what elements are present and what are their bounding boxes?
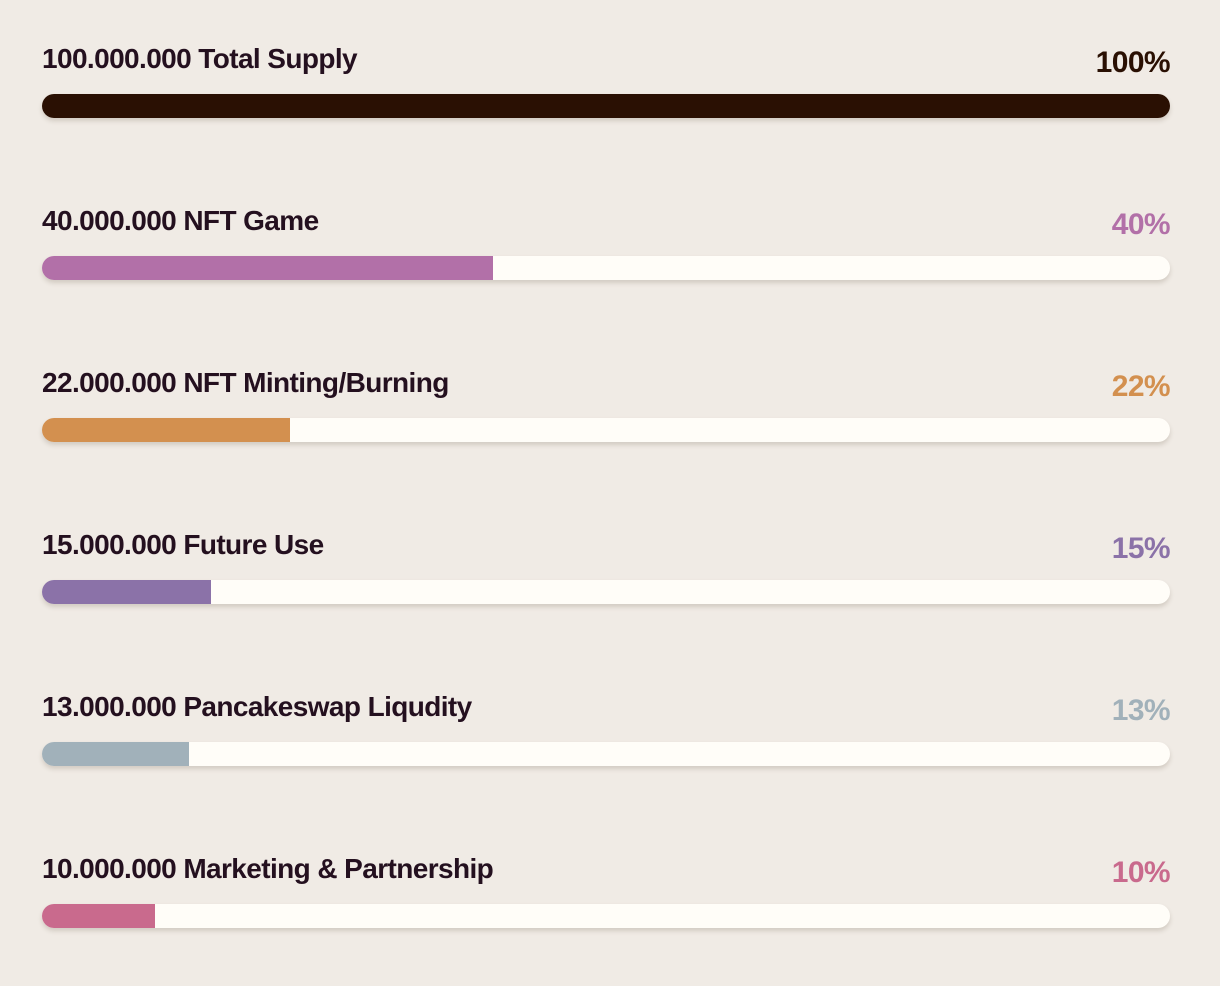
allocation-bar-track (42, 256, 1170, 280)
allocation-bar-fill (42, 580, 211, 604)
allocation-bar-track (42, 580, 1170, 604)
allocation-percent-label: 22% (1111, 370, 1171, 403)
allocation-percent-label: 100% (1095, 46, 1171, 79)
allocation-label: 15.000.000 Future Use (42, 529, 324, 560)
allocation-label: 22.000.000 NFT Minting/Burning (42, 367, 449, 398)
allocation-percent-label: 13% (1111, 694, 1171, 727)
allocation-percent-label: 10% (1111, 856, 1171, 889)
allocation-row: 100.000.000 Total Supply 100% (42, 42, 1171, 122)
allocation-bar-fill (42, 904, 155, 928)
allocation-bar-track (42, 418, 1170, 442)
allocation-row: 40.000.000 NFT Game 40% (42, 204, 1171, 284)
allocation-percent-label: 15% (1111, 532, 1171, 565)
allocation-bar-track (42, 904, 1170, 928)
allocation-label: 100.000.000 Total Supply (42, 43, 358, 74)
allocation-row: 10.000.000 Marketing & Partnership 10% (42, 852, 1171, 932)
allocation-bar-fill (42, 94, 1170, 118)
allocation-bar-fill (42, 742, 189, 766)
allocation-row: 15.000.000 Future Use 15% (42, 528, 1171, 608)
allocation-row: 22.000.000 NFT Minting/Burning 22% (42, 366, 1171, 446)
allocation-bar-fill (42, 256, 493, 280)
allocation-label: 40.000.000 NFT Game (42, 205, 319, 236)
allocation-label: 13.000.000 Pancakeswap Liqudity (42, 691, 472, 722)
allocation-bar-track (42, 94, 1170, 118)
allocation-percent-label: 40% (1111, 208, 1171, 241)
allocation-bar-fill (42, 418, 290, 442)
allocation-label: 10.000.000 Marketing & Partnership (42, 853, 494, 884)
allocation-bar-track (42, 742, 1170, 766)
allocation-row: 13.000.000 Pancakeswap Liqudity 13% (42, 690, 1171, 770)
